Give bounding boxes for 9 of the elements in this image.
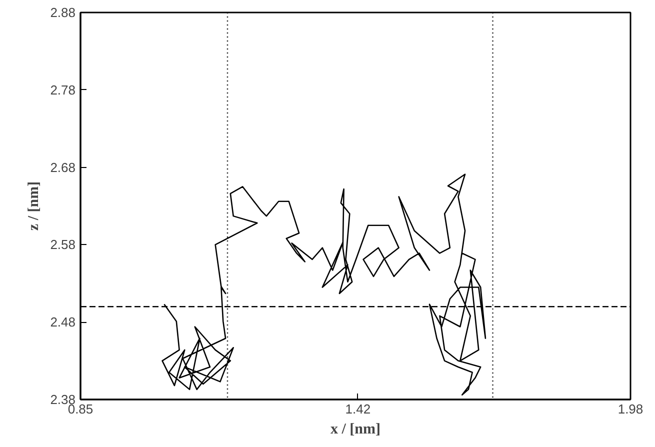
y-tick-label: 2.48	[50, 314, 76, 330]
y-axis-title: z / [nm]	[26, 181, 42, 231]
y-tick-label: 2.68	[50, 160, 76, 175]
x-axis-title: x / [nm]	[330, 422, 380, 438]
y-tick-label: 2.78	[50, 82, 76, 98]
x-tick-label: 1.98	[618, 402, 644, 416]
y-tick-label: 2.88	[50, 5, 76, 20]
x-tick-label: 1.42	[345, 402, 371, 416]
y-tick-label: 2.58	[50, 237, 76, 252]
